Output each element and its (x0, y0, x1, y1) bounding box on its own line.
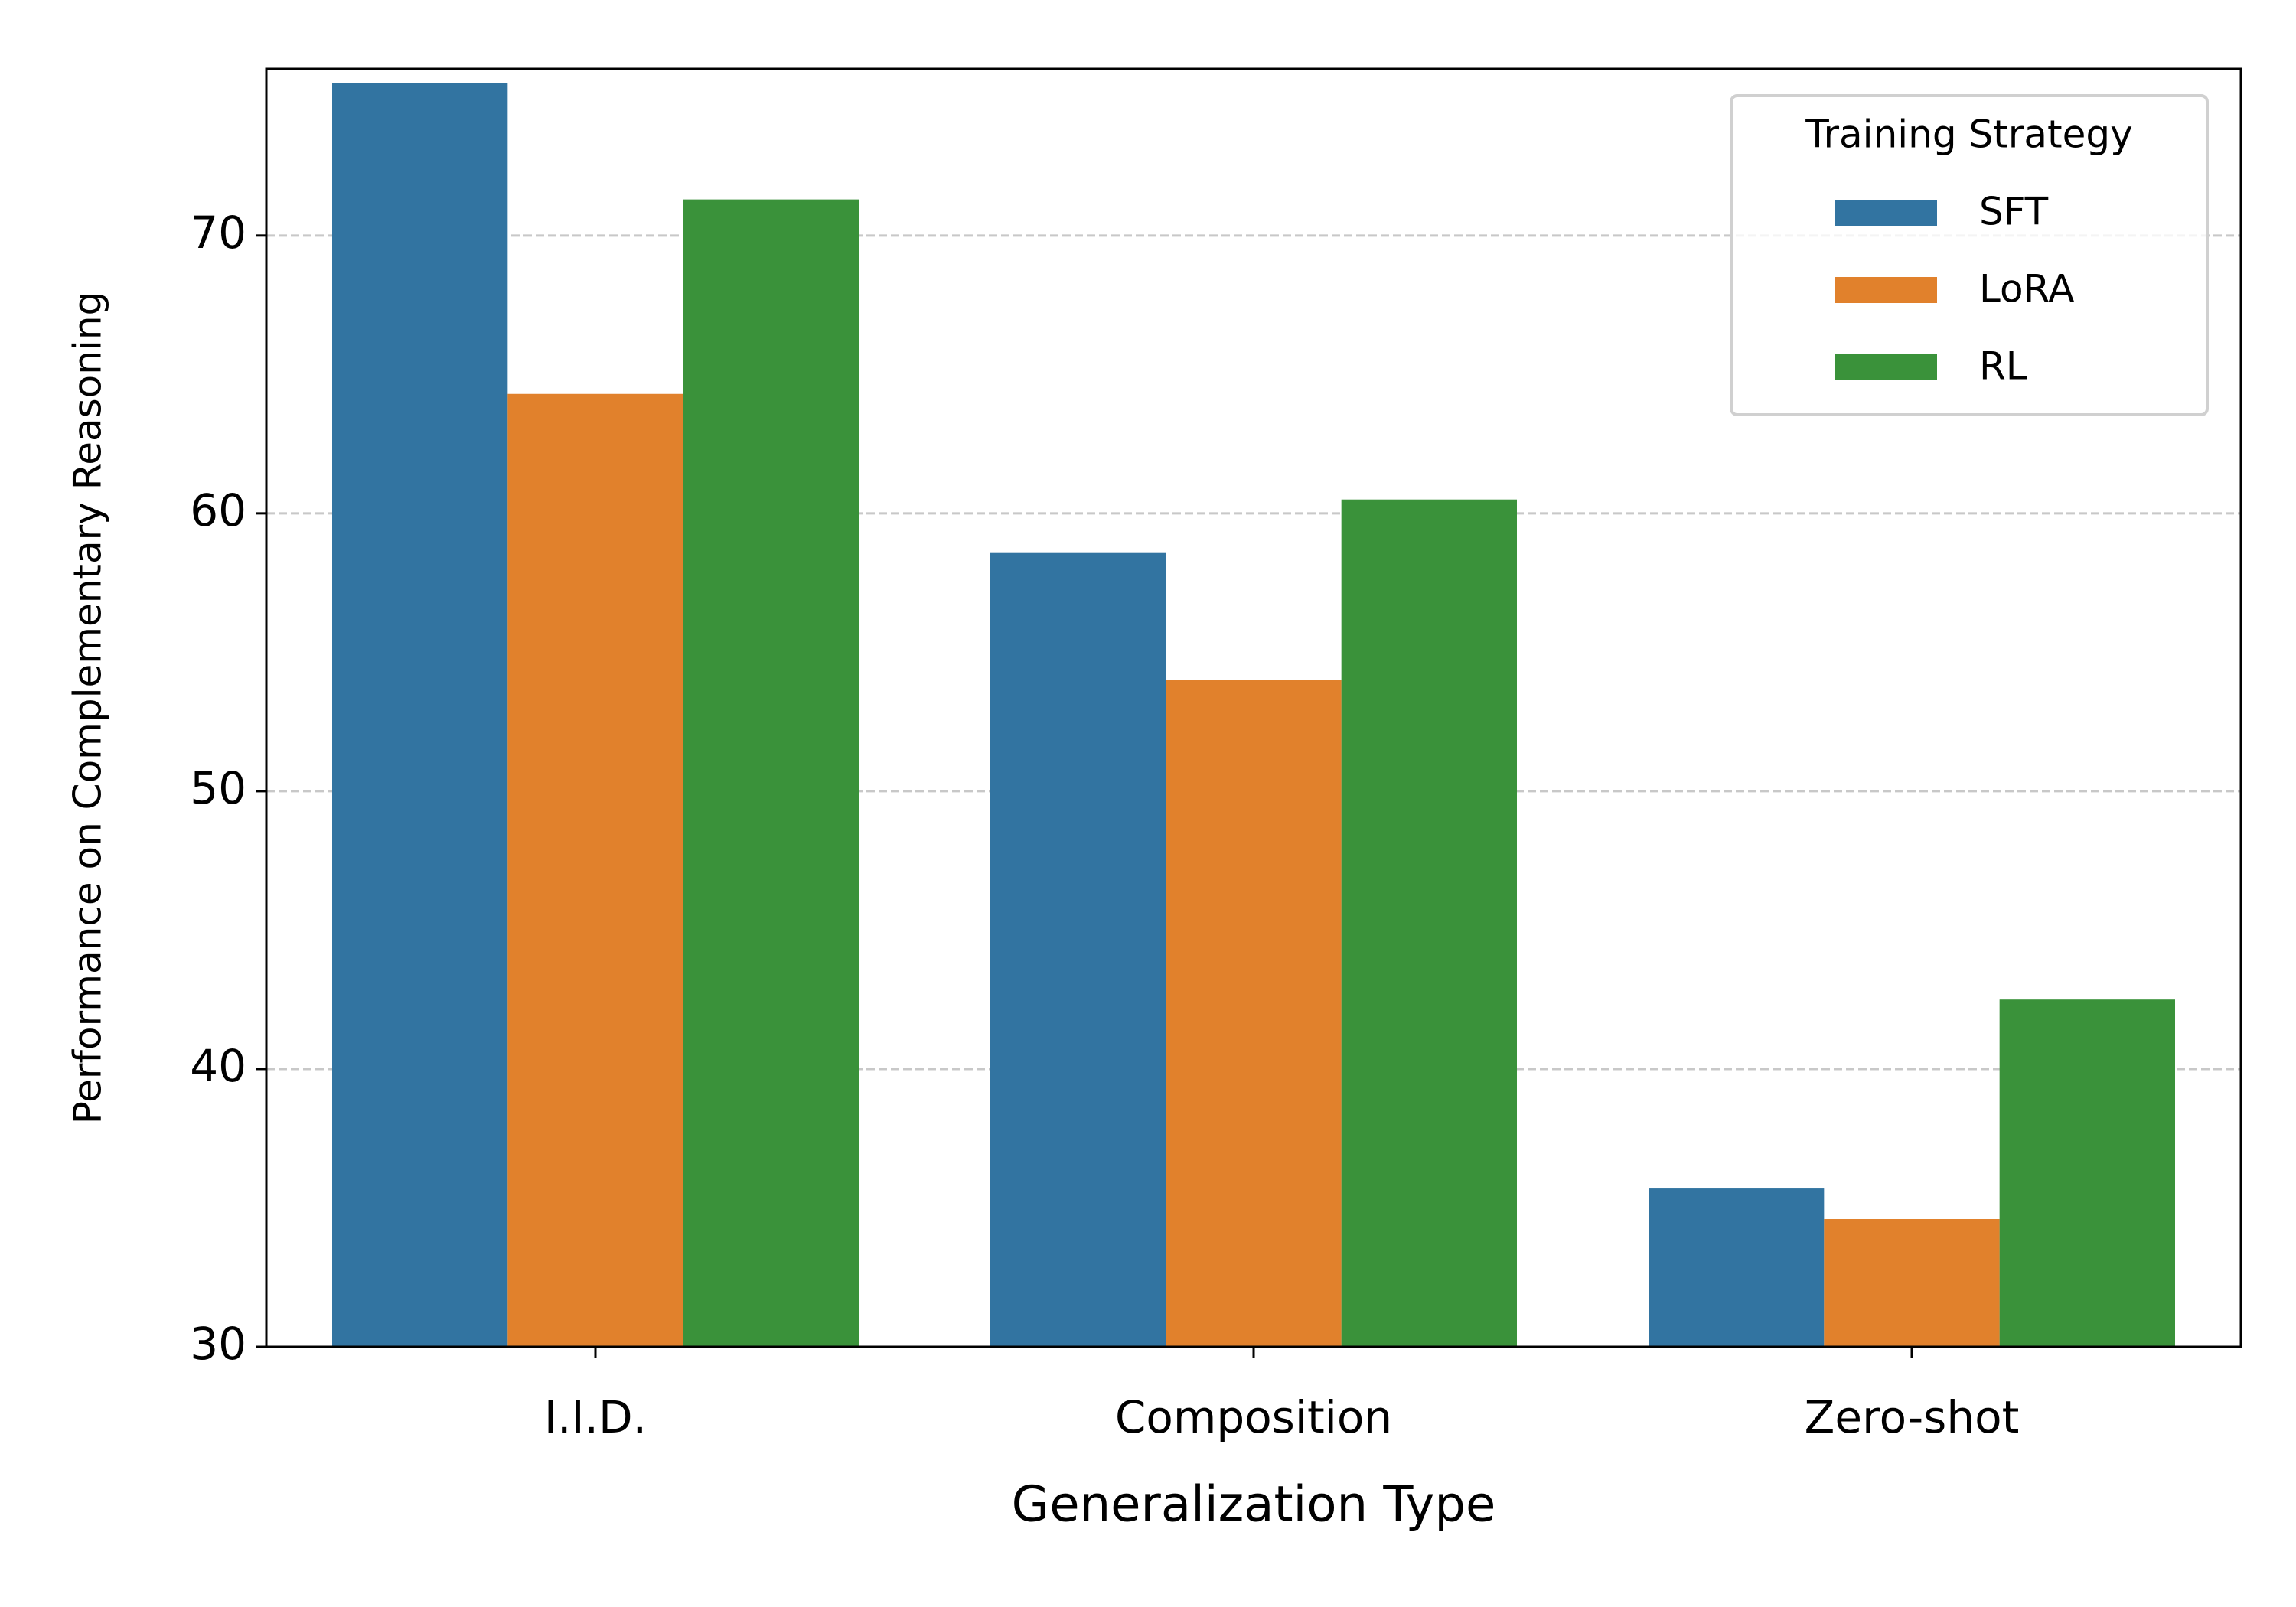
bar (990, 552, 1166, 1347)
bar (1649, 1188, 1825, 1347)
legend-swatch (1835, 354, 1937, 380)
y-tick-label: 70 (190, 207, 246, 259)
y-tick-label: 50 (190, 762, 246, 814)
legend-label: RL (1979, 344, 2027, 389)
legend-box (1730, 94, 2209, 416)
bar (1341, 499, 1517, 1347)
y-tick-label: 30 (190, 1318, 246, 1370)
x-tick-label: Composition (1115, 1391, 1392, 1443)
y-tick-label: 60 (190, 484, 246, 536)
legend-swatch (1835, 200, 1937, 226)
y-tick-label: 40 (190, 1040, 246, 1092)
plot-frame (265, 67, 2242, 1348)
legend-swatch (1835, 277, 1937, 303)
x-tick-label: Zero-shot (1805, 1391, 2020, 1443)
legend-label: SFT (1979, 190, 2049, 234)
bar (332, 83, 508, 1347)
legend-title: Training Strategy (1805, 112, 2132, 157)
bar (683, 199, 859, 1348)
bar (507, 393, 683, 1347)
y-axis-label: Performance on Complementary Reasoning (66, 292, 110, 1125)
bar (1824, 1219, 2000, 1347)
bar (1999, 999, 2175, 1347)
x-axis-label: Generalization Type (1012, 1477, 1496, 1534)
bar (1166, 680, 1342, 1347)
x-tick-label: I.I.D. (544, 1391, 647, 1443)
legend-label: LoRA (1979, 267, 2075, 311)
